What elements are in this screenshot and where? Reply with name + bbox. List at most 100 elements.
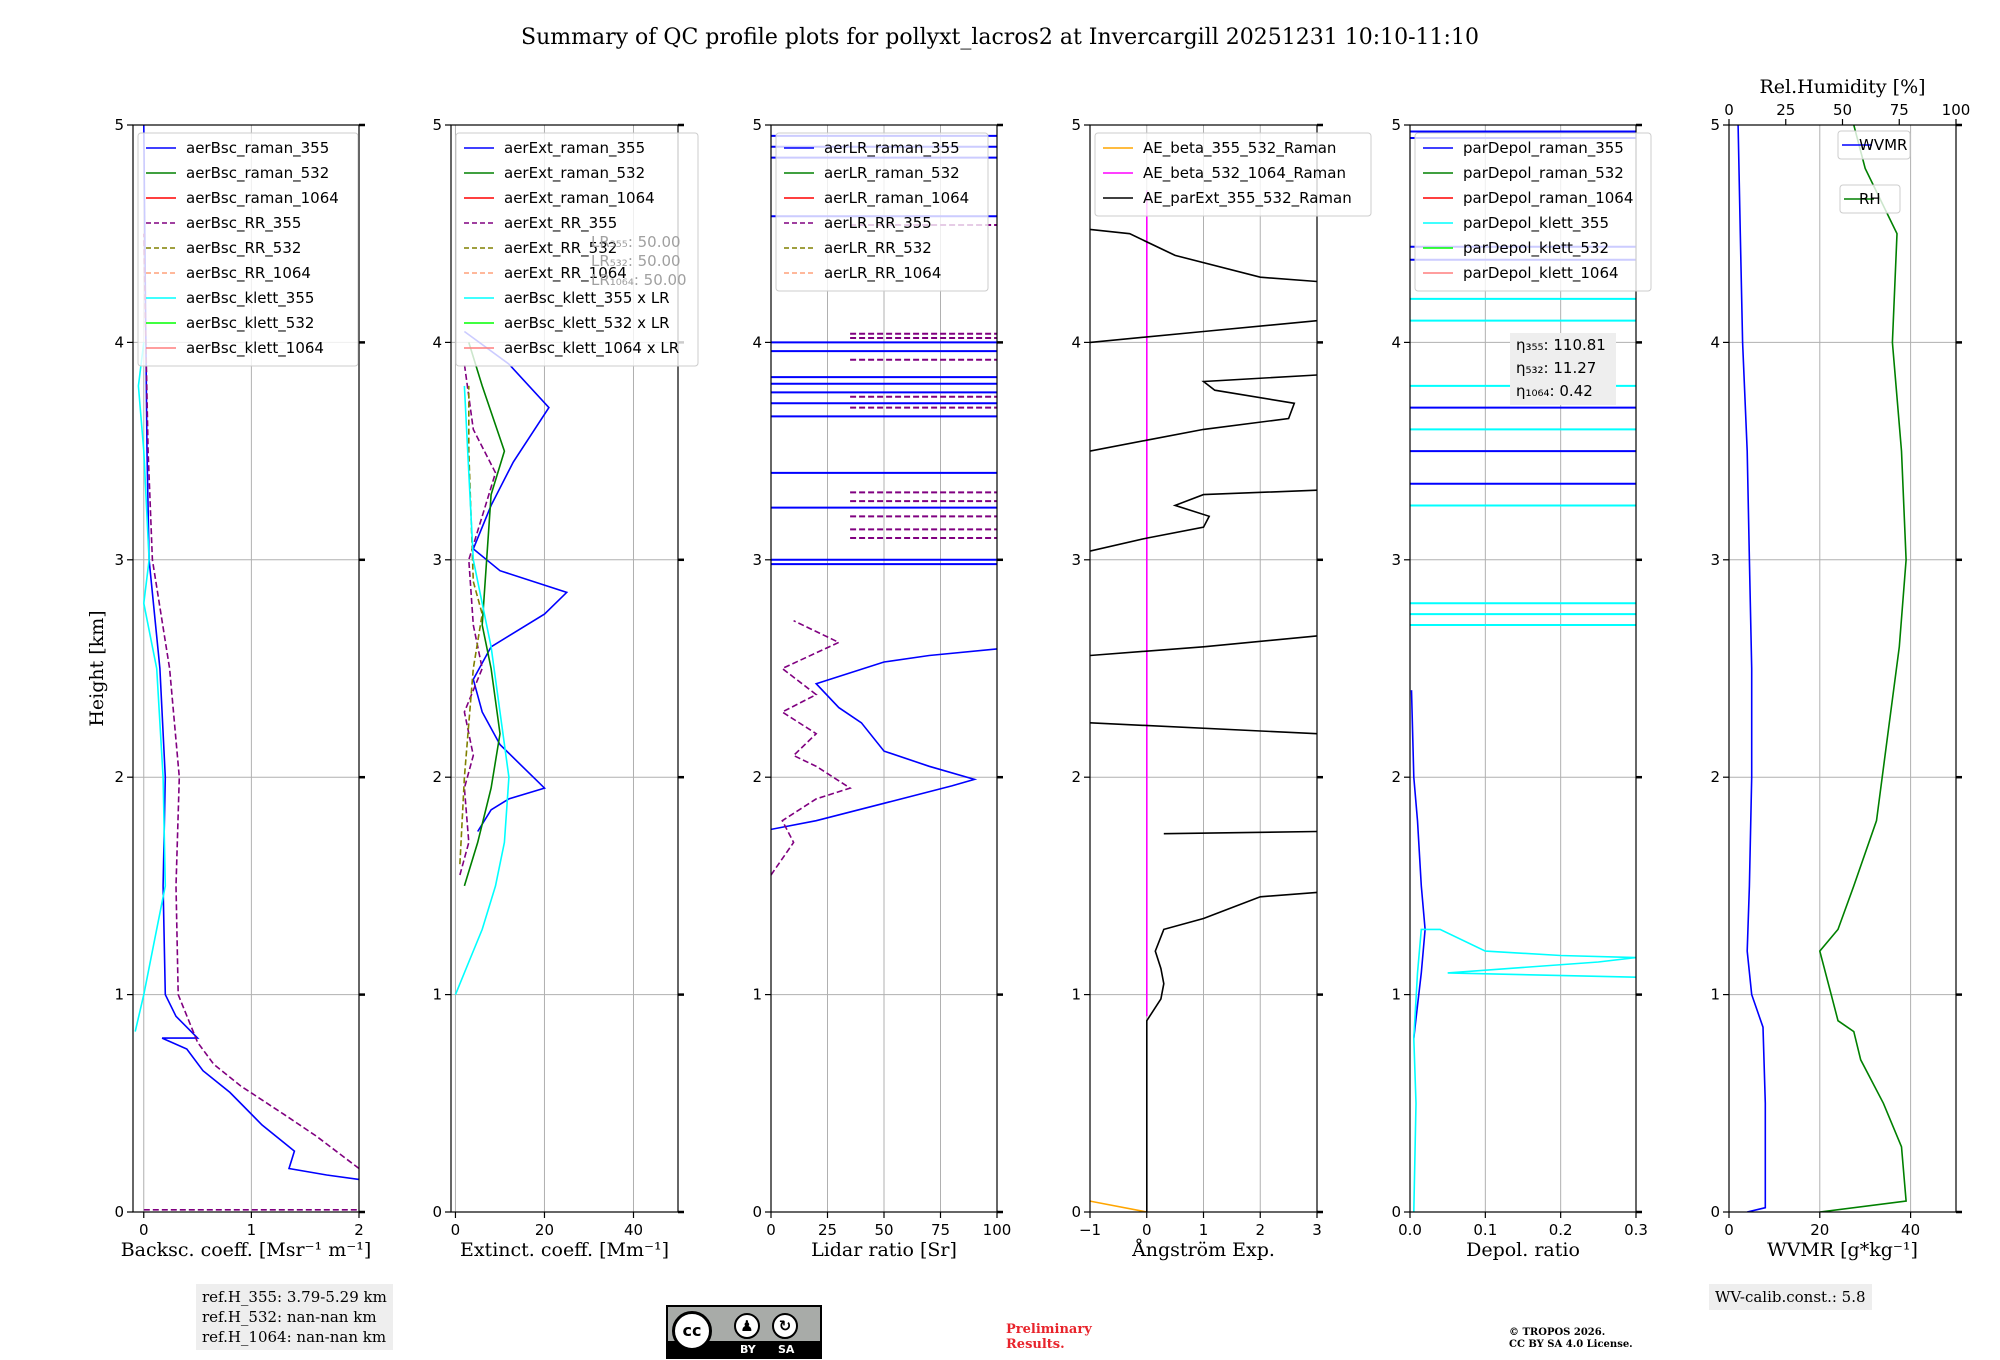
xtick-label: 0 [451, 1221, 461, 1239]
xtick-label: 0.1 [1473, 1221, 1497, 1239]
legend-ae: AE_beta_355_532_Raman AE_beta_532_1064_Ra… [1094, 132, 1372, 217]
xtick-label: 3 [1312, 1221, 1322, 1239]
series-pardepol-klett-355 [1412, 928, 1636, 1212]
panel-bsc: 0 1 2 0 1 2 3 4 5 Backsc. coeff. [Msr⁻¹ m⁻¹] Heigh… [86, 116, 371, 1261]
data-ae [1090, 190, 1317, 1212]
ytick-label: 5 [114, 116, 124, 134]
figure-title: Summary of QC profile plots for pollyxt_… [521, 25, 1479, 50]
ytick-label: 4 [752, 333, 762, 351]
legend-label: aerBsc_klett_1064 x LR [504, 339, 679, 358]
xtick-label: 1 [247, 1221, 257, 1239]
series-rh [1818, 125, 1907, 1212]
annotation-box [1510, 333, 1616, 405]
eta-annotation: η₅₃₂: 11.27 [1516, 359, 1596, 377]
xtick-label: 0.0 [1398, 1221, 1422, 1239]
legend-label: AE_parExt_355_532_Raman [1143, 189, 1352, 208]
legend-label: RH [1859, 190, 1881, 208]
legend-bsc: aerBsc_raman_355 aerBsc_raman_532 aerBsc_r… [137, 132, 359, 367]
y-axis-label: Height [km] [86, 610, 108, 726]
ytick-label: 3 [1710, 551, 1720, 569]
legend-label: aerExt_raman_532 [504, 164, 645, 183]
wv-calib-note: WV-calib.const.: 5.8 [1709, 1284, 1872, 1310]
series-wvmr [1737, 125, 1767, 1212]
cc-logo-icon: cc [672, 1311, 712, 1351]
legend-label: aerBsc_raman_1064 [186, 189, 339, 208]
ytick-label: 4 [114, 333, 124, 351]
legend-label: aerBsc_RR_532 [186, 239, 301, 258]
legend-box [1414, 132, 1652, 292]
cc-by-label: BY [740, 1343, 756, 1356]
ytick-label: 4 [432, 333, 442, 351]
panel-ext: 0 20 40 0 1 2 3 4 5 Extinct. coeff. [Mm⁻¹] aerExt_… [432, 116, 699, 1261]
eta-annotation: η₃₅₅: 110.81 [1516, 336, 1606, 354]
share-alike-icon: ↻ [772, 1313, 798, 1339]
ytick-label: 2 [1391, 768, 1401, 786]
preliminary-line-2: Results. [1006, 1337, 1065, 1352]
ytick-label: 2 [114, 768, 124, 786]
ytick-label: 0 [1071, 1203, 1081, 1221]
xtick-label: 40 [1901, 1221, 1920, 1239]
xtick-label: 0 [766, 1221, 776, 1239]
legend-label: parDepol_raman_1064 [1463, 189, 1633, 208]
copyright-line-1: © TROPOS 2026. [1509, 1327, 1606, 1338]
ytick-label: 5 [752, 116, 762, 134]
xtick-label: 0.2 [1549, 1221, 1573, 1239]
xtick-label: 25 [818, 1221, 837, 1239]
xtick-label: 50 [874, 1221, 893, 1239]
series-aerext-rr-355 [459, 363, 497, 876]
legend-label: aerLR_raman_355 [824, 139, 960, 158]
lr-annotation: LR₁₀₆₄: 50.00 [591, 271, 687, 289]
ticks-dep [1404, 123, 1642, 1218]
legend-box [775, 132, 989, 292]
legend-label: AE_beta_355_532_Raman [1143, 139, 1336, 158]
ytick-label: 1 [1391, 986, 1401, 1004]
legend-label: aerBsc_RR_1064 [186, 264, 311, 283]
x-axis-label: Backsc. coeff. [Msr⁻¹ m⁻¹] [121, 1239, 372, 1261]
legend-label: aerExt_RR_355 [504, 214, 617, 233]
xtick-label: 75 [931, 1221, 950, 1239]
legend-label: aerLR_RR_1064 [824, 264, 941, 283]
axes-frame [132, 124, 360, 1213]
legend-label: aerBsc_klett_1064 [186, 339, 324, 358]
series-ae-parext-355-532-raman-b- [1163, 830, 1317, 835]
copyright-note: © TROPOS 2026. CC BY SA 4.0 License. [1509, 1327, 1633, 1351]
annotations-dep: η₃₅₅: 110.81 η₅₃₂: 11.27 η₁₀₆₄: 0.42 [1510, 333, 1616, 405]
ytick-label: 3 [752, 551, 762, 569]
attribution-icon: ♟ [734, 1313, 760, 1339]
legend-label: aerLR_RR_532 [824, 239, 932, 258]
ytick-label: 1 [114, 986, 124, 1004]
eta-annotation: η₁₀₆₄: 0.42 [1516, 382, 1593, 400]
series-ae-parext-355-532-raman-d- [1090, 635, 1317, 657]
top-xtick-label: 50 [1833, 101, 1852, 119]
ref-height-1064: ref.H_1064: nan-nan km [202, 1328, 387, 1346]
top-xtick-label: 75 [1890, 101, 1909, 119]
ytick-label: 5 [432, 116, 442, 134]
legend-box [137, 132, 359, 367]
axes-frame [1409, 124, 1637, 1213]
ytick-label: 3 [114, 551, 124, 569]
xtick-label: 0 [139, 1221, 149, 1239]
ticks-lr [765, 123, 1003, 1218]
series-ae-parext-355-532-raman-h- [1090, 228, 1317, 283]
ytick-label: 0 [432, 1203, 442, 1221]
ref-height-532: ref.H_532: nan-nan km [202, 1308, 377, 1326]
ytick-label: 2 [752, 768, 762, 786]
legend-label: aerBsc_klett_532 [186, 314, 314, 333]
legend-label: aerExt_RR_1064 [504, 264, 627, 283]
legend-lr: aerLR_raman_355 aerLR_raman_532 aerLR_rama… [775, 132, 989, 292]
lr-annotation: LR₅₃₂: 50.00 [591, 252, 681, 270]
panel-dep: 0.0 0.1 0.2 0.3 0 1 2 3 4 5 Depol. ratio parDepol_r… [1391, 116, 1652, 1261]
data-dep [1410, 130, 1636, 1212]
ytick-label: 0 [114, 1203, 124, 1221]
ticks-wv [1723, 119, 1962, 1218]
cc-license-badge: cc ♟ ↻ BY SA [666, 1305, 822, 1359]
legend-label: AE_beta_532_1064_Raman [1143, 164, 1346, 183]
legend-label: parDepol_klett_1064 [1463, 264, 1619, 283]
ytick-label: 5 [1071, 116, 1081, 134]
ytick-label: 2 [1071, 768, 1081, 786]
x-axis-label: Depol. ratio [1466, 1239, 1580, 1261]
top-xtick-label: 100 [1942, 101, 1971, 119]
